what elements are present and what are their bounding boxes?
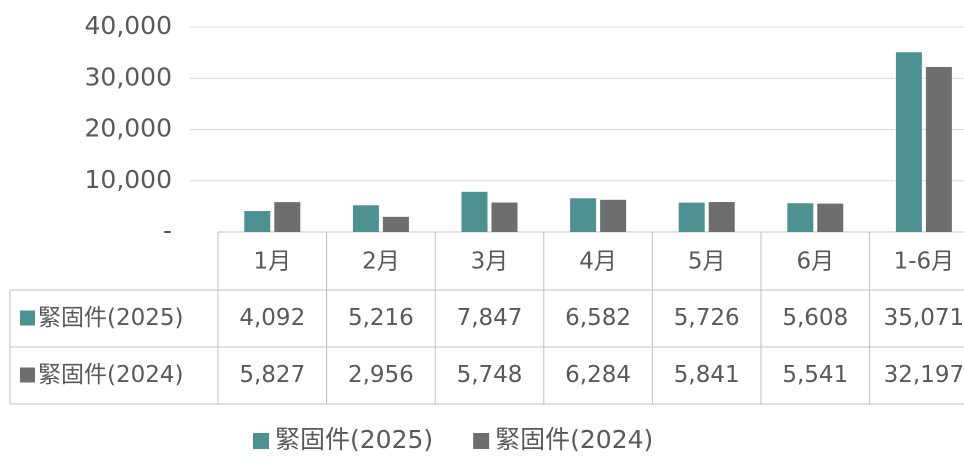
- bar: [678, 202, 705, 232]
- table-value: 6,284: [565, 362, 631, 388]
- table-value: 5,827: [239, 362, 305, 388]
- bar: [244, 211, 271, 232]
- x-tick-label: 1-6月: [894, 249, 955, 275]
- legend-label: 緊固件(2025): [275, 425, 433, 454]
- table-value: 5,541: [782, 362, 848, 388]
- bar: [491, 202, 518, 232]
- table-value: 5,216: [348, 305, 414, 331]
- y-tick-label: 20,000: [85, 114, 172, 143]
- x-tick-label: 6月: [796, 249, 834, 275]
- table-value: 32,197: [884, 362, 964, 388]
- table-value: 5,608: [782, 305, 848, 331]
- bar: [817, 203, 844, 232]
- table-value: 5,748: [457, 362, 523, 388]
- bar: [600, 199, 627, 232]
- bar: [274, 202, 301, 232]
- bar: [708, 202, 735, 232]
- legend-key: [20, 367, 35, 383]
- table-value: 6,582: [565, 305, 631, 331]
- bar: [895, 52, 922, 232]
- table-value: 2,956: [348, 362, 414, 388]
- legend-key: [473, 433, 490, 449]
- bar: [382, 216, 409, 232]
- y-tick-label: -: [163, 216, 172, 245]
- x-tick-label: 3月: [471, 249, 509, 275]
- x-tick-label: 4月: [579, 249, 617, 275]
- x-tick-label: 1月: [253, 249, 291, 275]
- y-tick-label: 10,000: [85, 165, 172, 194]
- legend-label: 緊固件(2024): [495, 425, 653, 454]
- legend-key: [20, 310, 35, 326]
- table-value: 4,092: [239, 305, 305, 331]
- legend-key: [253, 433, 269, 449]
- table-value: 5,726: [674, 305, 740, 331]
- y-tick-label: 40,000: [85, 11, 172, 40]
- table-value: 5,841: [674, 362, 740, 388]
- bar: [570, 198, 597, 232]
- row-header: 緊固件(2025): [38, 305, 183, 331]
- x-tick-label: 2月: [362, 249, 400, 275]
- bar: [787, 203, 814, 232]
- row-header: 緊固件(2024): [38, 362, 183, 388]
- bar: [352, 205, 379, 232]
- x-tick-label: 5月: [688, 249, 726, 275]
- bar: [461, 191, 488, 232]
- bar: [925, 66, 952, 232]
- y-tick-label: 30,000: [85, 62, 172, 91]
- table-value: 7,847: [457, 305, 523, 331]
- table-value: 35,071: [884, 305, 964, 331]
